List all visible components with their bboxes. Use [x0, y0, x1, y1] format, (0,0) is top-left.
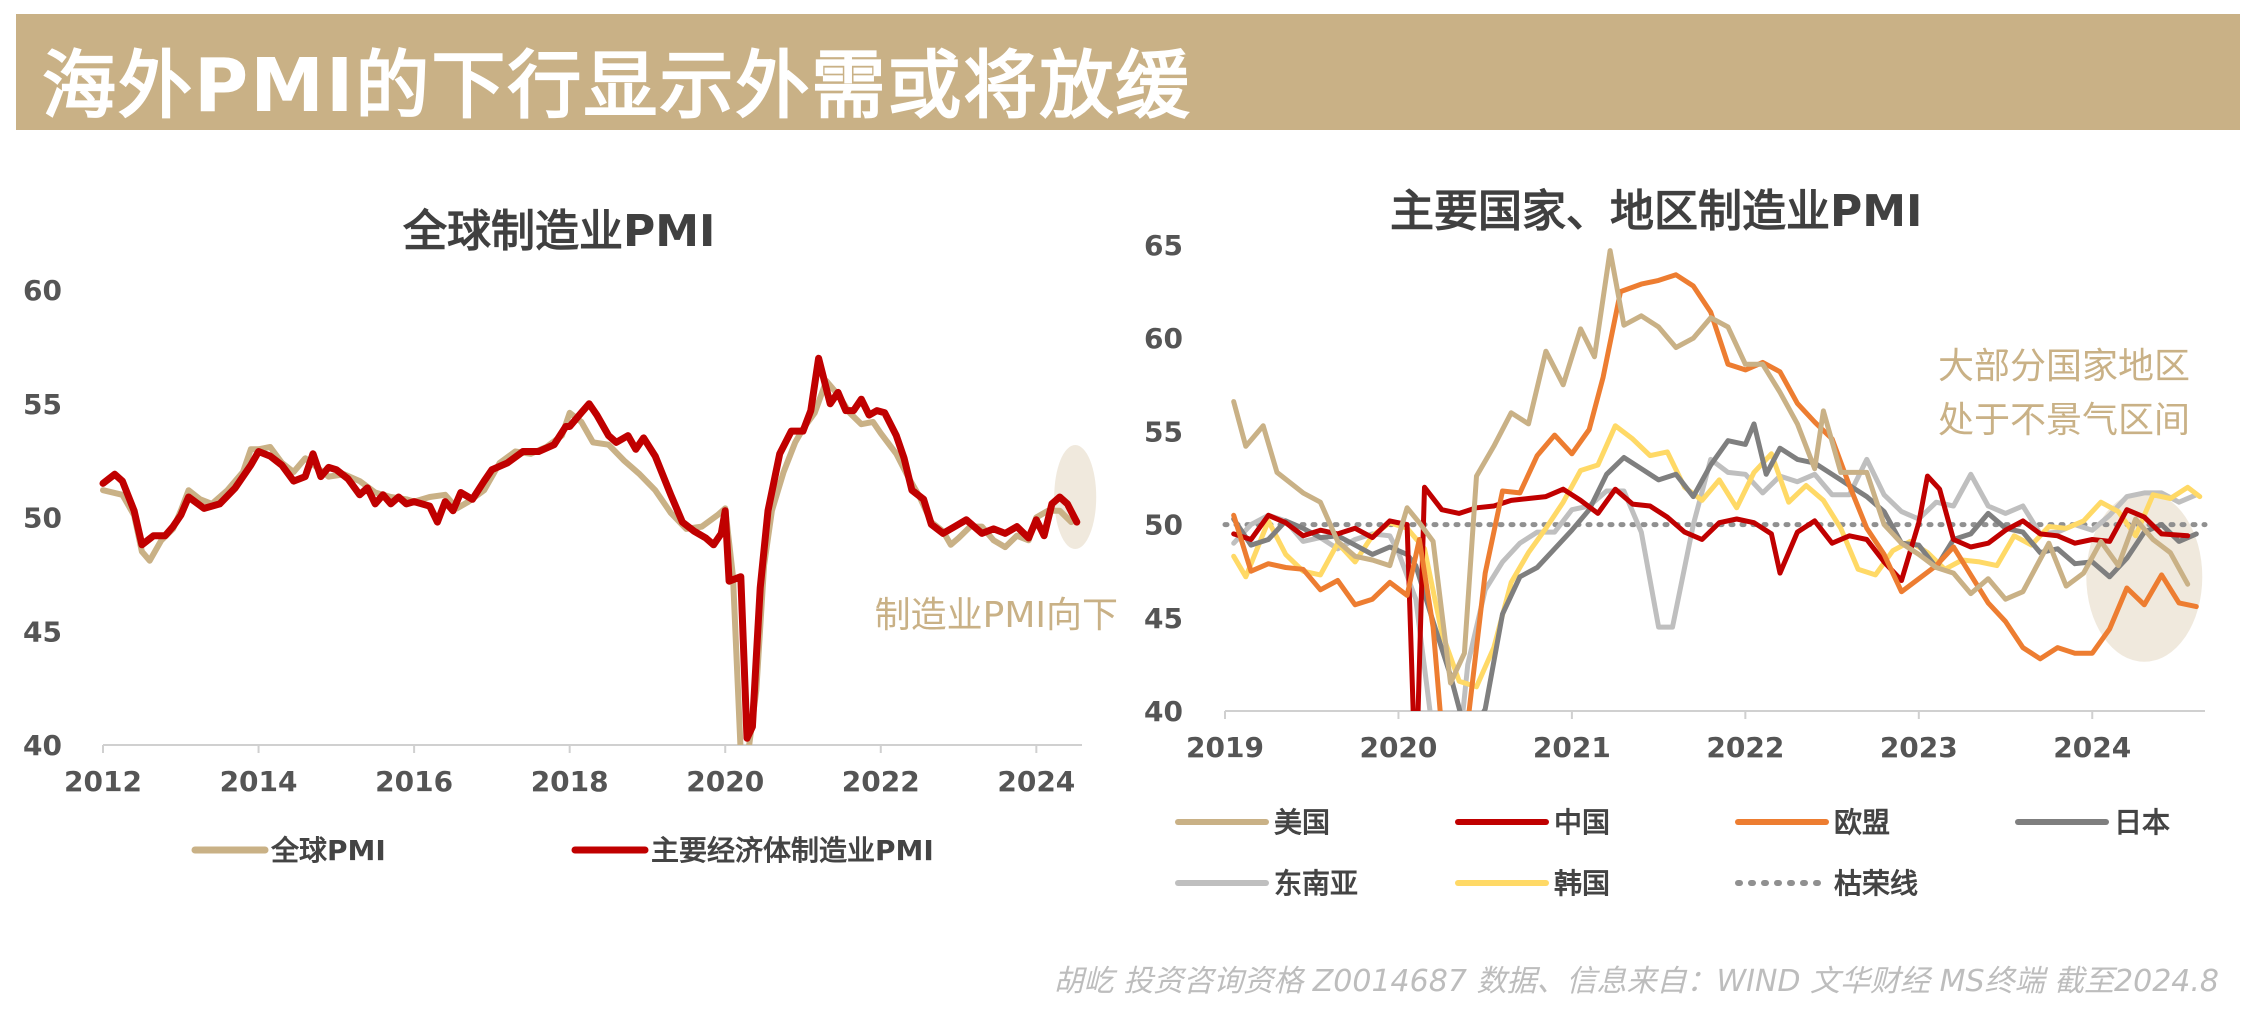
chart-2-y-tick-label: 45	[1144, 602, 1183, 635]
chart-1-x-tick-label: 2012	[64, 765, 142, 798]
chart-2-title: 主要国家、地区制造业PMI	[1390, 186, 1923, 237]
chart-1-series-line-global	[100, 378, 1075, 745]
chart-1-x-tick-label: 2018	[531, 765, 609, 798]
chart-2-legend-label: 欧盟	[1834, 806, 1890, 839]
chart-1-series-line-major	[99, 354, 1081, 742]
chart-2-legend-label: 韩国	[1554, 867, 1610, 900]
chart-2-legend-label: 美国	[1274, 806, 1330, 839]
chart-2-x-tick-label: 2023	[1880, 731, 1958, 764]
chart-1-title: 全球制造业PMI	[403, 206, 716, 257]
chart-1-y-tick-label: 60	[23, 274, 62, 307]
chart-2-y-tick-label: 50	[1144, 509, 1183, 542]
chart-2-legend-label: 东南亚	[1274, 867, 1358, 900]
chart-2-series-line	[1231, 421, 2199, 711]
source-footer: 胡屹 投资咨询资格 Z0014687 数据、信息来自：WIND 文华财经 MS终…	[1053, 964, 2219, 999]
chart-2-legend-label: 日本	[2114, 806, 2170, 839]
chart-1-y-tick-label: 50	[23, 502, 62, 535]
chart-2-series-line	[1231, 272, 2199, 711]
page-title: 海外PMI的下行显示外需或将放缓	[42, 43, 1192, 129]
chart-1-y-tick-label: 45	[23, 615, 62, 648]
chart-1-annotation: 制造业PMI向下	[875, 595, 1118, 636]
chart-1-x-tick-label: 2024	[997, 765, 1075, 798]
chart-2-x-tick-label: 2020	[1359, 731, 1437, 764]
chart-2-x-tick-label: 2019	[1186, 731, 1264, 764]
chart-2-series-line	[1231, 473, 2191, 711]
chart-2-series-line	[1231, 248, 2191, 686]
chart-2-y-tick-label: 40	[1144, 695, 1183, 728]
chart-1-x-tick-label: 2014	[220, 765, 298, 798]
chart-2-y-tick-label: 55	[1144, 415, 1183, 448]
chart-2-annotation-line-2: 处于不景气区间	[1938, 400, 2190, 441]
chart-1-legend-label: 主要经济体制造业PMI	[651, 834, 934, 867]
chart-1-x-tick-label: 2020	[686, 765, 764, 798]
chart-1-y-tick-label: 55	[23, 388, 62, 421]
chart-2-y-tick-label: 65	[1144, 229, 1183, 262]
chart-2-series-line	[1231, 456, 2199, 711]
chart-1-y-tick-label: 40	[23, 729, 62, 762]
header-banner: 海外PMI的下行显示外需或将放缓	[16, 14, 2240, 130]
chart-1-highlight-ellipse	[1054, 445, 1097, 550]
chart-1-legend-label: 全球PMI	[270, 834, 386, 867]
chart-2-legend-label-reference: 枯荣线	[1834, 867, 1918, 900]
chart-1-x-tick-label: 2016	[375, 765, 453, 798]
chart-2-annotation-line-1: 大部分国家地区	[1938, 346, 2190, 387]
chart-2-x-tick-label: 2022	[1706, 731, 1784, 764]
chart-2-x-tick-label: 2021	[1533, 731, 1611, 764]
chart-1-x-tick-label: 2022	[842, 765, 920, 798]
chart-2-y-tick-label: 60	[1144, 322, 1183, 355]
chart-2-legend-label: 中国	[1554, 806, 1610, 839]
chart-2-x-tick-label: 2024	[2053, 731, 2131, 764]
